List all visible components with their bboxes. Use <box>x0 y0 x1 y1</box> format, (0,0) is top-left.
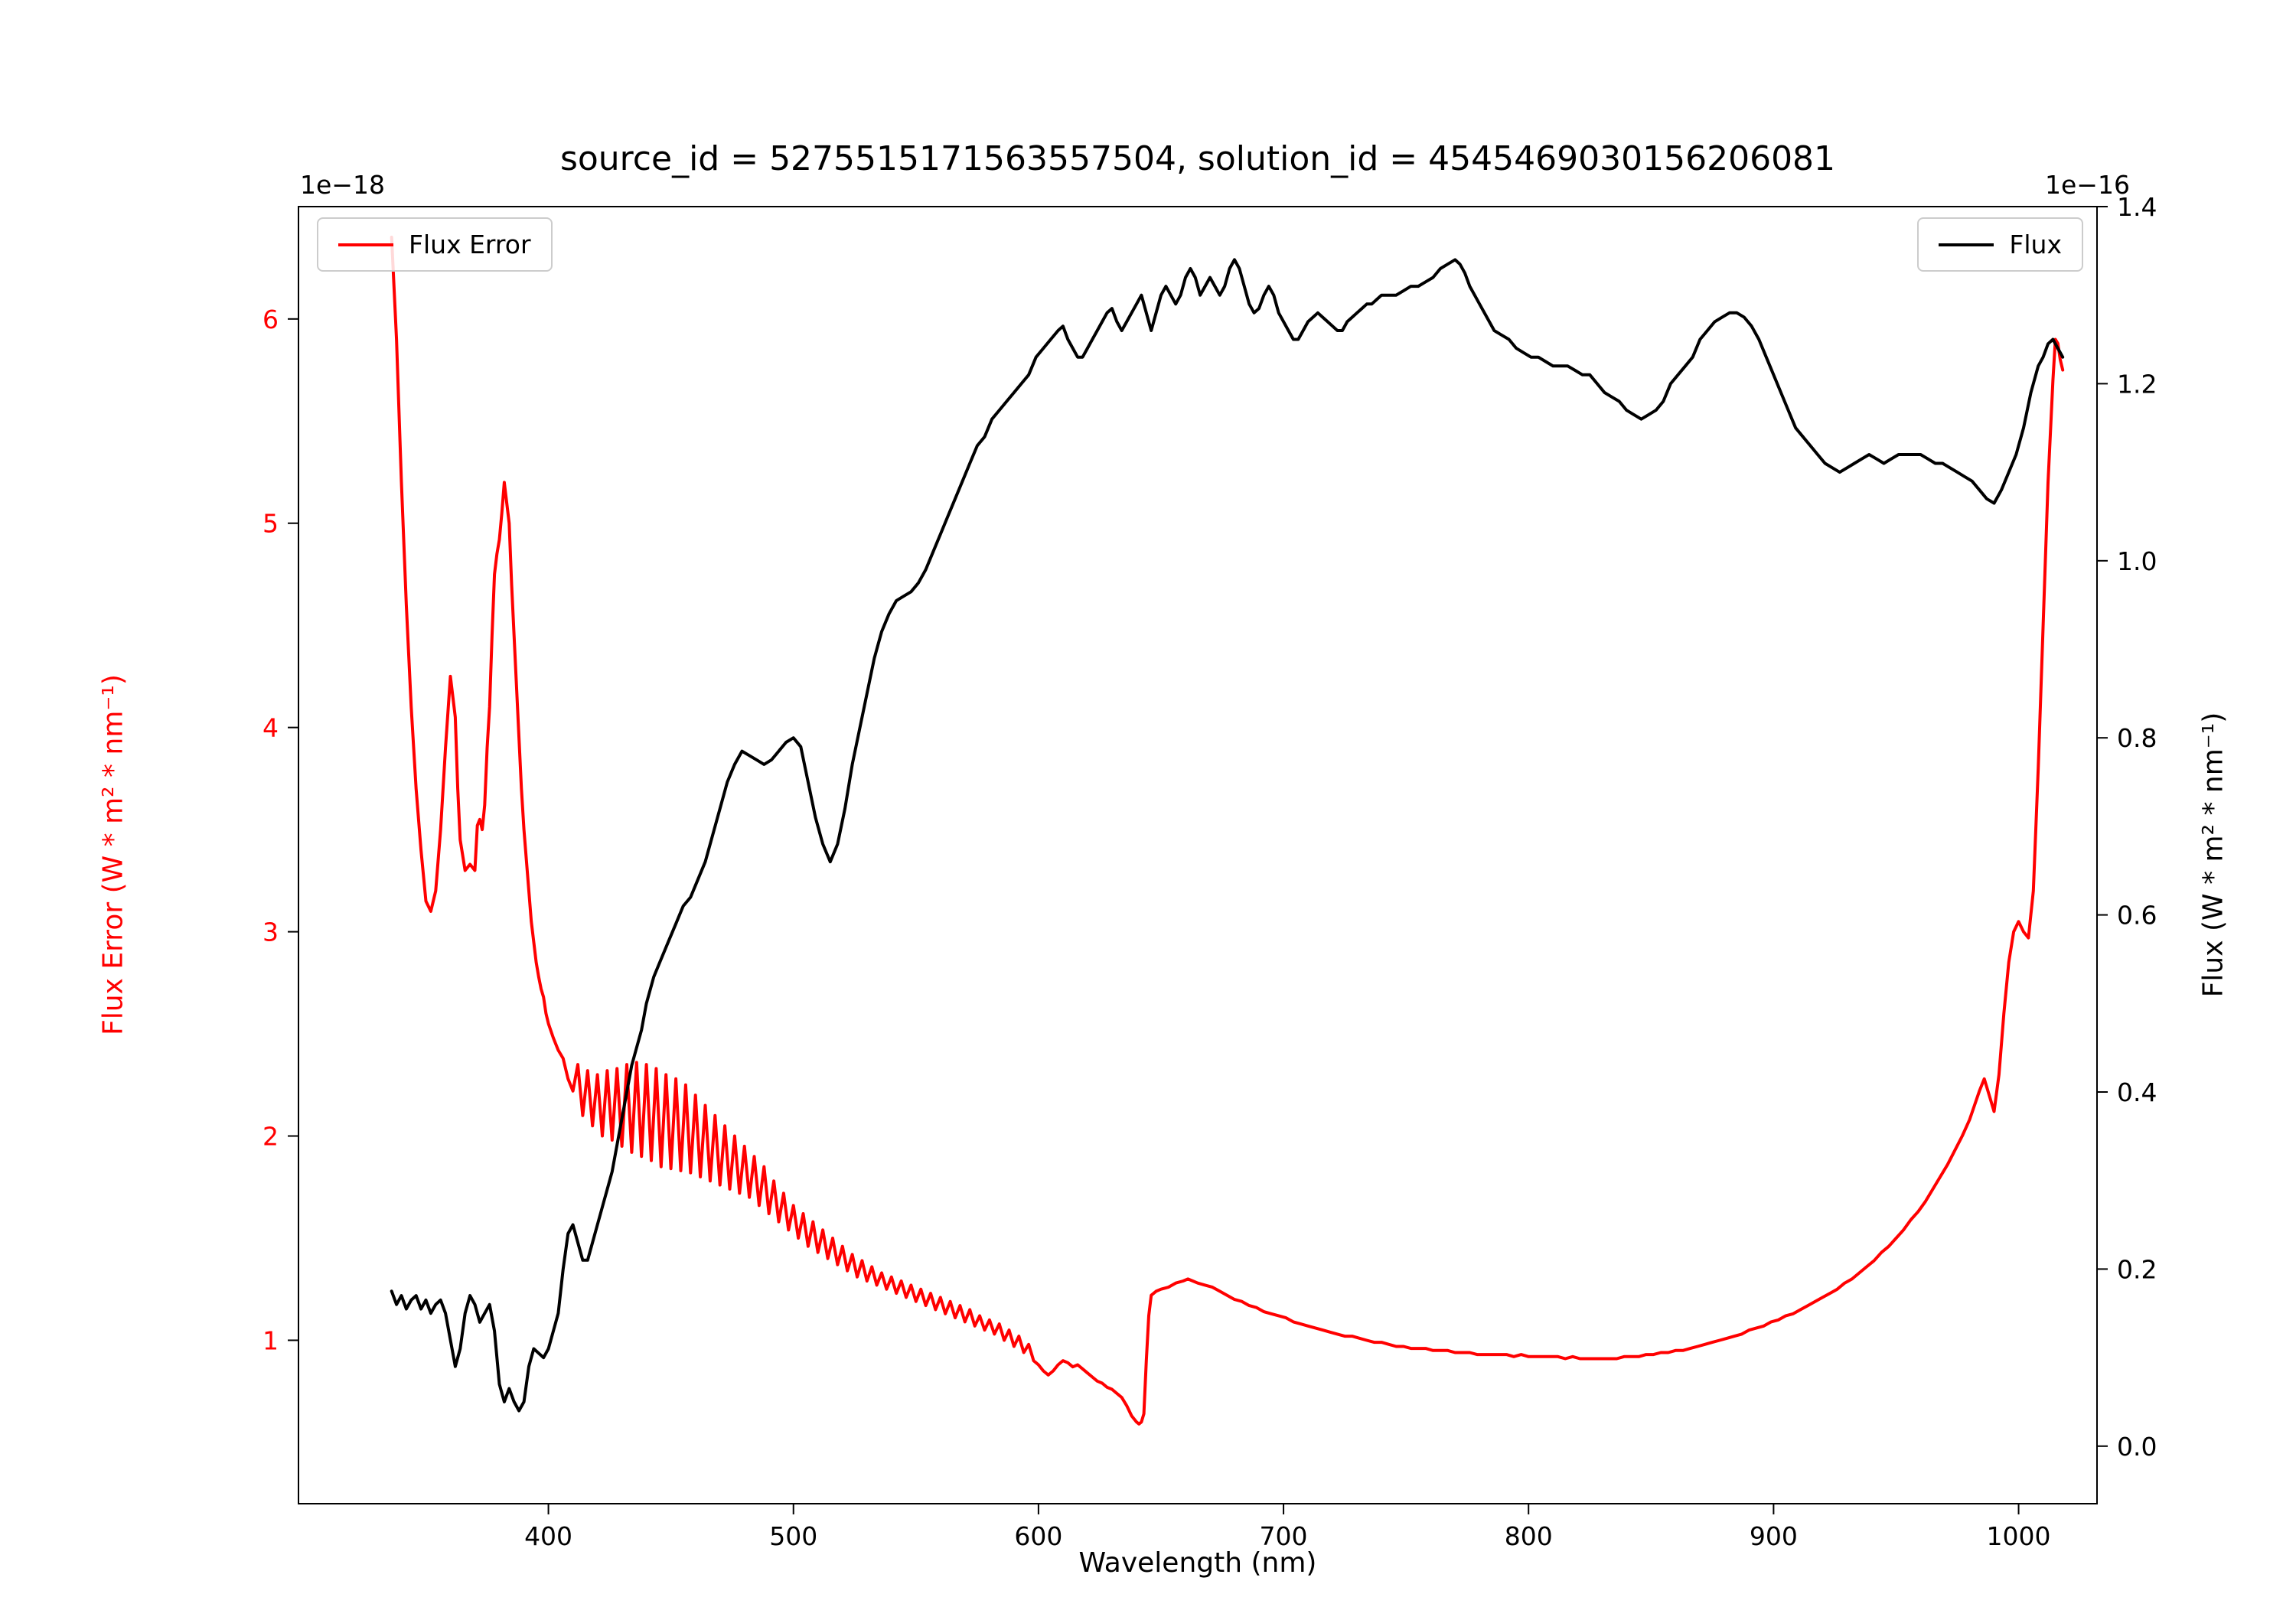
legend-flux-label: Flux <box>2009 230 2062 259</box>
left-axis-label: Flux Error (W * m² * nm⁻¹) <box>97 674 129 1035</box>
x-tick-label: 400 <box>524 1521 572 1551</box>
left-y-tick-label: 1 <box>263 1325 279 1355</box>
flux-line <box>390 258 2065 1413</box>
flux-legend-sample <box>1939 243 1994 246</box>
right-y-tick-label: 0.2 <box>2117 1254 2157 1284</box>
x-tick-label: 700 <box>1260 1521 1308 1551</box>
legend-flux: Flux <box>1917 217 2083 272</box>
left-y-tick-label: 6 <box>263 305 279 334</box>
right-axis-label: Flux (W * m² * nm⁻¹) <box>2197 712 2229 998</box>
plot-frame <box>298 206 2098 1504</box>
right-y-tick-label: 0.4 <box>2117 1077 2157 1107</box>
x-tick-label: 600 <box>1014 1521 1062 1551</box>
left-axis-offset-text: 1e−18 <box>300 170 385 200</box>
left-y-tick-label: 2 <box>263 1122 279 1152</box>
right-axis-offset-text: 1e−16 <box>2045 170 2130 200</box>
right-y-tick-label: 1.4 <box>2117 192 2157 222</box>
chart-title: source_id = 5275515171563557504, solutio… <box>559 139 1836 178</box>
right-y-tick-label: 1.2 <box>2117 369 2157 399</box>
legend-flux-error: Flux Error <box>317 217 553 272</box>
x-tick-label: 900 <box>1750 1521 1798 1551</box>
right-y-tick-label: 0.8 <box>2117 723 2157 753</box>
right-y-tick-label: 1.0 <box>2117 546 2157 576</box>
legend-flux-error-label: Flux Error <box>409 230 531 259</box>
left-y-tick-label: 4 <box>263 713 279 743</box>
x-axis-label: Wavelength (nm) <box>1078 1547 1317 1579</box>
flux-error-legend-sample <box>338 243 393 246</box>
right-y-tick-label: 0.0 <box>2117 1432 2157 1462</box>
flux-error-line <box>390 236 2065 1426</box>
x-tick-label: 800 <box>1505 1521 1553 1551</box>
left-y-tick-label: 3 <box>263 918 279 947</box>
x-tick-label: 1000 <box>1987 1521 2051 1551</box>
right-y-tick-label: 0.6 <box>2117 901 2157 931</box>
left-y-tick-label: 5 <box>263 509 279 539</box>
x-tick-label: 500 <box>769 1521 817 1551</box>
